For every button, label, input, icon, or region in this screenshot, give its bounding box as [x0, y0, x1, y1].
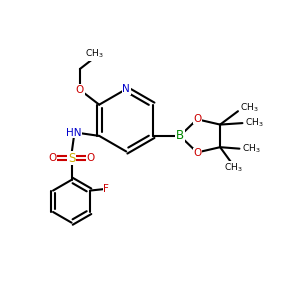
Text: HN: HN: [66, 128, 82, 138]
Text: CH$_3$: CH$_3$: [85, 48, 104, 60]
Text: O: O: [76, 85, 84, 95]
Text: S: S: [68, 152, 75, 165]
Text: CH$_3$: CH$_3$: [224, 162, 243, 174]
Text: CH$_3$: CH$_3$: [245, 117, 264, 129]
Text: N: N: [122, 84, 130, 94]
Text: CH$_3$: CH$_3$: [240, 101, 259, 114]
Text: O: O: [87, 153, 95, 163]
Text: CH$_3$: CH$_3$: [242, 142, 261, 155]
Text: O: O: [194, 114, 202, 124]
Text: B: B: [176, 129, 184, 142]
Text: O: O: [48, 153, 56, 163]
Text: F: F: [103, 184, 109, 194]
Text: O: O: [194, 148, 202, 158]
